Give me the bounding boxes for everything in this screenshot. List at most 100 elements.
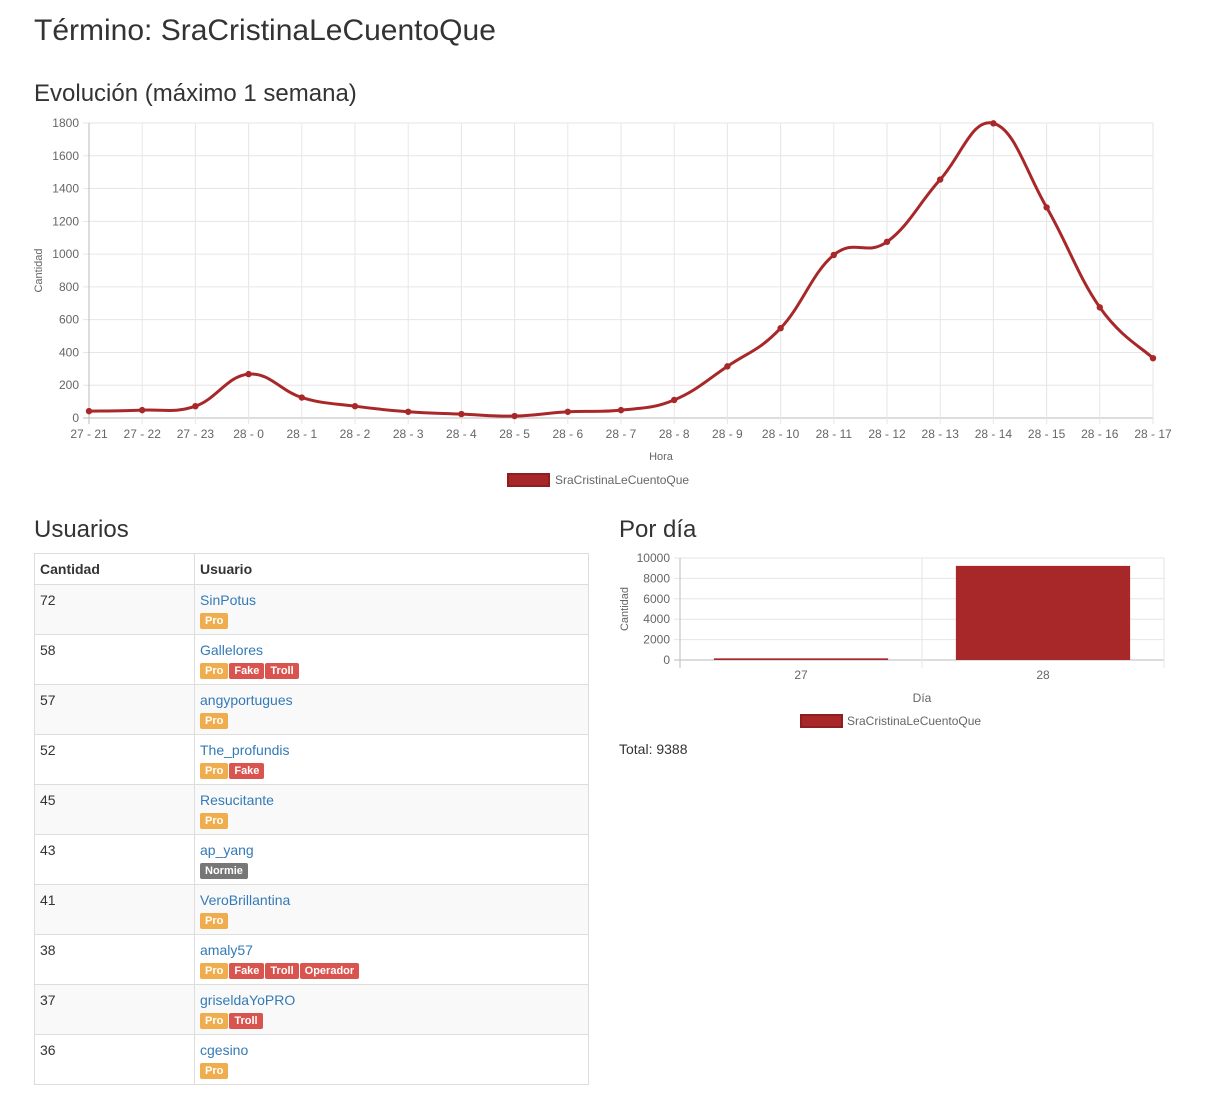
- y-tick-label: 1800: [52, 116, 79, 130]
- user-badges: Pro Fake Troll: [200, 663, 583, 679]
- x-tick-label: 28 - 11: [816, 427, 853, 441]
- evolution-heading: Evolución (máximo 1 semana): [34, 80, 357, 107]
- table-row: 52 The_profundis Pro Fake: [34, 734, 589, 785]
- user-count: 72: [34, 584, 195, 635]
- users-table: Cantidad Usuario 72 SinPotus Pro 58 Gallelor…: [34, 553, 589, 1085]
- user-cell: Gallelores Pro Fake Troll: [194, 634, 589, 685]
- daily-heading: Por día: [619, 516, 697, 543]
- data-point: [990, 120, 997, 127]
- data-point: [671, 396, 678, 404]
- user-badges: Pro: [200, 713, 583, 729]
- user-badges: Pro: [200, 1063, 583, 1079]
- table-row: 36 cgesino Pro: [34, 1034, 589, 1085]
- badge-pro: Pro: [200, 813, 229, 829]
- data-point: [511, 412, 518, 420]
- y-tick-label: 1200: [52, 214, 79, 228]
- y-tick-label: 4000: [643, 612, 670, 626]
- x-tick-label: 28 - 6: [552, 427, 583, 441]
- x-tick-label: 28 - 12: [868, 427, 906, 441]
- badge-pro: Pro: [200, 663, 229, 679]
- badge-pro: Pro: [200, 1063, 229, 1079]
- x-tick-label: 28 - 2: [340, 427, 371, 441]
- user-badges: Normie: [200, 863, 583, 879]
- user-link[interactable]: Resucitante: [200, 792, 274, 808]
- data-point: [351, 403, 359, 410]
- user-count: 57: [34, 684, 195, 735]
- x-tick-label: 28 - 7: [606, 427, 637, 441]
- x-tick-label: 28 - 9: [712, 427, 743, 441]
- badge-troll: Troll: [265, 663, 299, 679]
- user-cell: griseldaYoPRO Pro Troll: [194, 984, 589, 1035]
- user-cell: amaly57 Pro Fake Troll Operador: [194, 934, 589, 985]
- legend-label: SraCristinaLeCuentoQue: [847, 714, 981, 728]
- data-point: [245, 370, 252, 378]
- y-tick-label: 6000: [643, 592, 670, 606]
- x-tick-label: 27 - 22: [124, 427, 162, 441]
- user-cell: angyportugues Pro: [194, 684, 589, 735]
- x-tick-label: 27: [794, 668, 808, 682]
- user-cell: ap_yang Normie: [194, 834, 589, 885]
- user-badges: Pro Fake: [200, 763, 583, 779]
- user-link[interactable]: SinPotus: [200, 592, 257, 608]
- x-tick-label: 27 - 21: [70, 427, 108, 441]
- user-badges: Pro Fake Troll Operador: [200, 963, 583, 979]
- badge-pro: Pro: [200, 713, 229, 729]
- table-row: 38 amaly57 Pro Fake Troll Operador: [34, 934, 589, 985]
- user-badges: Pro: [200, 913, 583, 929]
- x-tick-label: 28 - 16: [1081, 427, 1119, 441]
- y-tick-label: 1600: [52, 149, 79, 163]
- x-tick-label: 28 - 3: [393, 427, 424, 441]
- x-axis-label: Día: [913, 691, 932, 705]
- user-link[interactable]: The_profundis: [200, 742, 290, 758]
- user-link[interactable]: VeroBrillantina: [200, 892, 291, 908]
- daily-bar-chart: 0 2000 4000 6000 8000 10000 27 28 Cantidad Día Sra…: [619, 551, 1165, 728]
- data-point: [192, 403, 199, 410]
- user-link[interactable]: ap_yang: [200, 842, 254, 858]
- y-tick-label: 1000: [52, 247, 79, 261]
- x-tick-label: 28 - 17: [1134, 427, 1172, 441]
- header-usuario: Usuario: [194, 553, 589, 585]
- y-tick-label: 2000: [643, 633, 670, 647]
- table-row: 41 VeroBrillantina Pro: [34, 884, 589, 935]
- user-count: 43: [34, 834, 195, 885]
- badge-fake: Fake: [229, 763, 265, 779]
- x-tick-label: 28 - 1: [286, 427, 317, 441]
- data-point: [458, 410, 465, 418]
- user-link[interactable]: griseldaYoPRO: [200, 992, 296, 1008]
- data-point: [564, 408, 571, 415]
- data-point: [1149, 354, 1157, 362]
- badge-operador: Operador: [299, 963, 360, 979]
- y-axis-label: Cantidad: [619, 587, 631, 631]
- x-tick-label: 28 - 4: [446, 427, 477, 441]
- y-tick-label: 1400: [52, 182, 79, 196]
- table-row: 43 ap_yang Normie: [34, 834, 589, 885]
- user-link[interactable]: cgesino: [200, 1042, 249, 1058]
- x-tick-label: 28 - 10: [762, 427, 800, 441]
- user-cell: VeroBrillantina Pro: [194, 884, 589, 935]
- badge-troll: Troll: [265, 963, 299, 979]
- badge-pro: Pro: [200, 963, 229, 979]
- table-row: 57 angyportugues Pro: [34, 684, 589, 735]
- user-link[interactable]: amaly57: [200, 942, 253, 958]
- badge-pro: Pro: [200, 763, 229, 779]
- x-tick-label: 28 - 15: [1028, 427, 1066, 441]
- users-table-header: Cantidad Usuario: [34, 553, 589, 585]
- legend-swatch: [800, 714, 843, 728]
- data-point: [298, 394, 305, 401]
- y-tick-label: 600: [59, 313, 79, 327]
- user-badges: Pro: [200, 813, 583, 829]
- y-axis-label: Cantidad: [33, 248, 45, 292]
- user-link[interactable]: Gallelores: [200, 642, 264, 658]
- user-badges: Pro Troll: [200, 1013, 583, 1029]
- data-point: [1043, 204, 1050, 211]
- user-link[interactable]: angyportugues: [200, 692, 293, 708]
- data-point: [883, 238, 891, 246]
- user-count: 41: [34, 884, 195, 935]
- data-point: [85, 407, 93, 415]
- badge-fake: Fake: [229, 963, 265, 979]
- legend-swatch: [507, 473, 550, 487]
- data-point: [777, 324, 784, 332]
- header-cantidad: Cantidad: [34, 553, 195, 585]
- badge-pro: Pro: [200, 913, 229, 929]
- total-label: Total: 9388: [619, 741, 688, 757]
